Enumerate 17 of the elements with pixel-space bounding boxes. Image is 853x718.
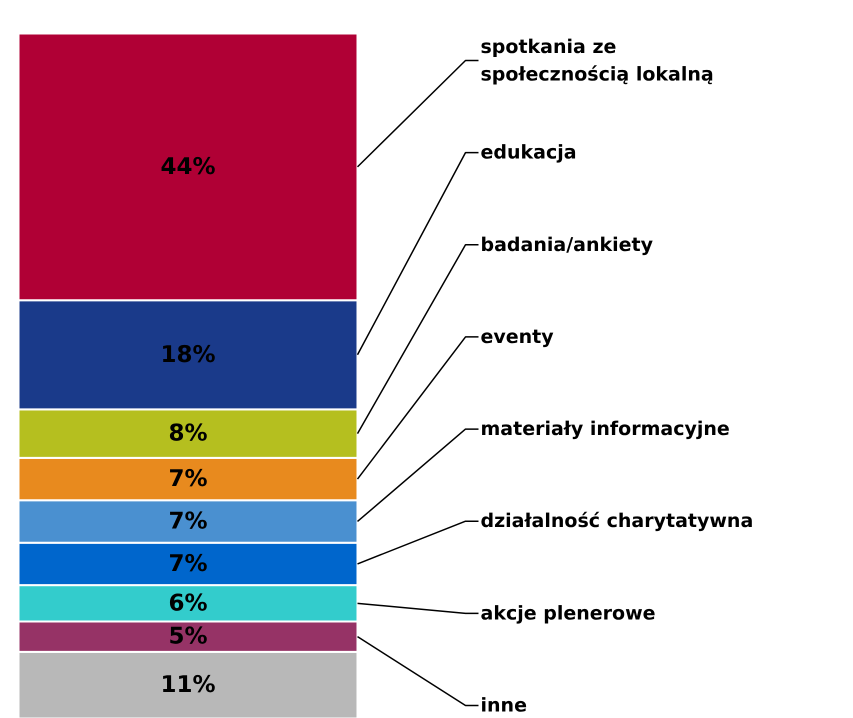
data-label: 7% [168,550,208,577]
text: akcje plenerowe [480,602,656,624]
text: materiały informacyjne [480,418,730,440]
data-label: 8% [168,420,208,447]
text: edukacja [480,142,577,164]
data-label: 7% [168,466,208,492]
data-label: 11% [160,672,216,698]
text: inne [480,694,527,716]
text: eventy [480,326,554,348]
text: działalność charytatywna [480,510,754,532]
data-label: 6% [168,590,208,616]
data-label: 44% [160,154,216,180]
data-label: 7% [168,508,208,534]
text: spotkania ze społecznością lokalną [480,36,714,86]
data-label: 5% [168,624,208,650]
text: badania/ankiety [480,234,654,256]
data-label: 18% [160,342,216,368]
